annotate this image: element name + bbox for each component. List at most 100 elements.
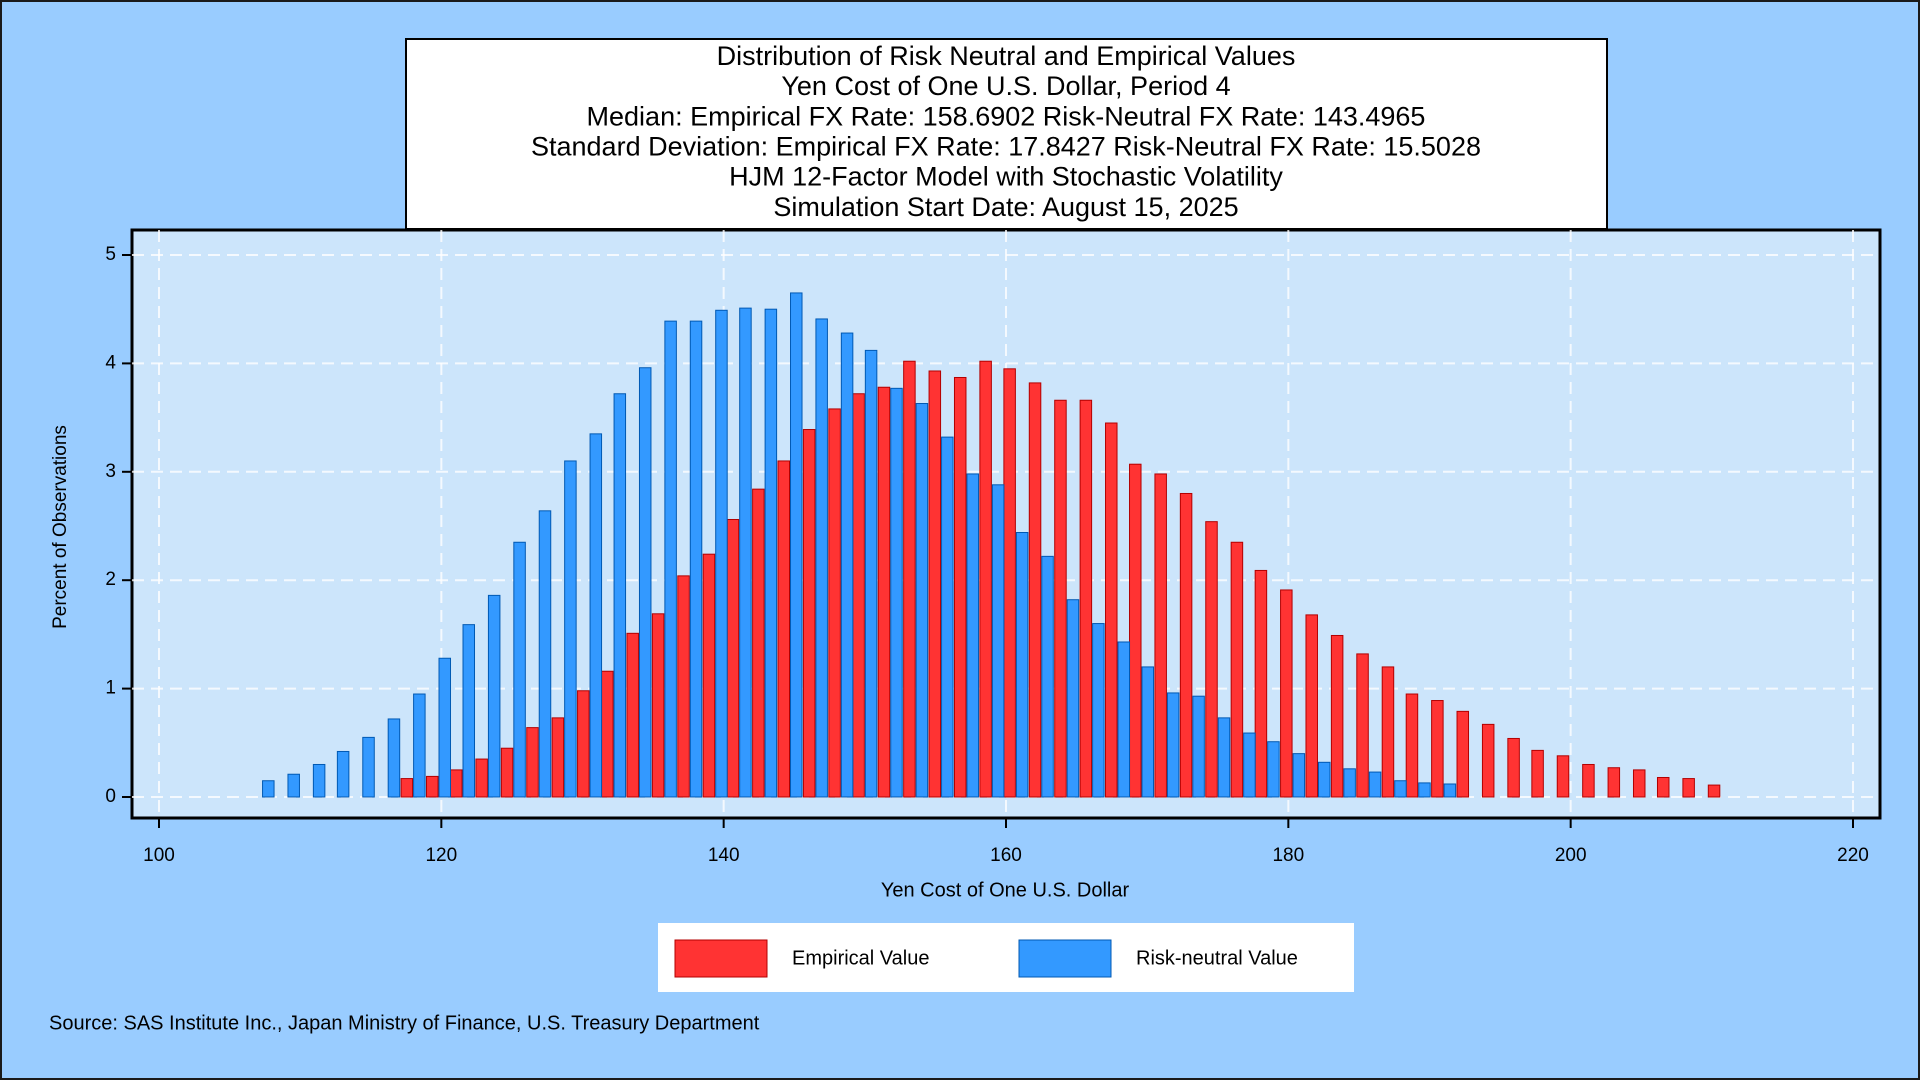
bar	[953, 376, 967, 798]
bar	[564, 460, 577, 798]
bar	[362, 736, 375, 798]
bar	[1267, 741, 1280, 798]
bar	[991, 484, 1005, 798]
bar	[1582, 763, 1595, 798]
bar	[1531, 749, 1544, 798]
bar	[426, 775, 439, 798]
bar	[903, 360, 916, 798]
bar	[1105, 422, 1118, 798]
bar	[1330, 634, 1344, 798]
bar	[802, 429, 816, 798]
bar	[1632, 769, 1646, 798]
bar	[1192, 695, 1205, 798]
bar	[941, 436, 954, 798]
bar	[715, 309, 728, 798]
bar	[1092, 623, 1105, 798]
bar	[877, 386, 891, 798]
bar	[1254, 569, 1268, 798]
bar	[1456, 710, 1470, 798]
bar	[1381, 666, 1395, 798]
bar	[312, 763, 326, 798]
bar	[1356, 653, 1369, 798]
chart-subtitle: Median: Empirical FX Rate: 158.6902 Risk…	[587, 101, 1426, 131]
x-tick-label: 140	[708, 845, 740, 866]
bar	[852, 393, 865, 798]
bar	[1607, 767, 1621, 798]
y-tick-label: 2	[105, 569, 116, 590]
x-tick-label: 100	[143, 845, 175, 866]
y-axis-label: Percent of Observations	[50, 425, 71, 629]
bar	[966, 473, 979, 798]
x-tick-label: 160	[990, 845, 1022, 866]
bar	[1431, 700, 1444, 798]
bar	[1015, 532, 1029, 798]
bar	[1079, 399, 1093, 798]
chart-subtitle: Simulation Start Date: August 15, 2025	[773, 192, 1238, 222]
bar	[450, 769, 463, 798]
bar	[1405, 693, 1419, 798]
bar	[726, 518, 740, 798]
bar	[1217, 717, 1231, 798]
bar	[551, 717, 565, 798]
bar	[1682, 778, 1695, 798]
chart-subtitle: Yen Cost of One U.S. Dollar, Period 4	[781, 71, 1230, 101]
bar	[915, 403, 929, 798]
bar	[702, 553, 716, 798]
bar	[1317, 761, 1331, 798]
bar	[1556, 755, 1570, 798]
bar	[677, 575, 690, 798]
bar	[1003, 368, 1016, 798]
bar	[1205, 521, 1218, 798]
bar	[777, 460, 791, 798]
legend-label: Empirical Value	[792, 947, 929, 969]
bar	[1507, 737, 1520, 798]
chart-title: Distribution of Risk Neutral and Empiric…	[717, 41, 1296, 71]
legend-label: Risk-neutral Value	[1136, 947, 1298, 969]
x-tick-label: 180	[1272, 845, 1304, 866]
bar	[1166, 692, 1180, 798]
bar	[1230, 541, 1244, 798]
bar	[438, 657, 452, 798]
bar	[815, 318, 828, 798]
bar	[689, 320, 703, 798]
bar	[462, 624, 476, 798]
bar	[589, 433, 603, 798]
bar	[336, 750, 350, 798]
bar	[928, 370, 942, 798]
source-note: Source: SAS Institute Inc., Japan Minist…	[49, 1012, 760, 1034]
bar	[1243, 732, 1256, 798]
bar	[864, 349, 878, 798]
bar	[601, 670, 614, 798]
bar	[413, 693, 426, 798]
bar	[840, 332, 854, 798]
bar	[1041, 555, 1054, 798]
bar	[1179, 492, 1193, 798]
bar	[262, 780, 275, 798]
bar	[613, 393, 627, 798]
title-box	[405, 38, 1608, 230]
y-tick-label: 4	[105, 352, 116, 373]
bar	[764, 308, 778, 798]
bar	[739, 307, 752, 798]
bar	[890, 387, 903, 798]
bar	[1443, 783, 1457, 798]
bar	[638, 367, 652, 798]
y-tick-label: 1	[105, 678, 116, 699]
bar	[790, 292, 803, 798]
bar	[1292, 753, 1306, 798]
legend	[658, 923, 1354, 992]
x-axis-label: Yen Cost of One U.S. Dollar	[881, 879, 1130, 901]
bar	[1343, 768, 1356, 798]
bar	[1028, 382, 1042, 798]
bar	[500, 747, 514, 798]
bar	[1707, 784, 1721, 798]
bar	[1656, 776, 1670, 798]
y-tick-label: 5	[105, 244, 116, 265]
x-tick-label: 200	[1555, 845, 1587, 866]
bar	[651, 613, 665, 798]
y-tick-label: 0	[105, 786, 116, 807]
bar	[538, 510, 552, 798]
bar	[1054, 399, 1067, 798]
bar	[664, 320, 677, 798]
